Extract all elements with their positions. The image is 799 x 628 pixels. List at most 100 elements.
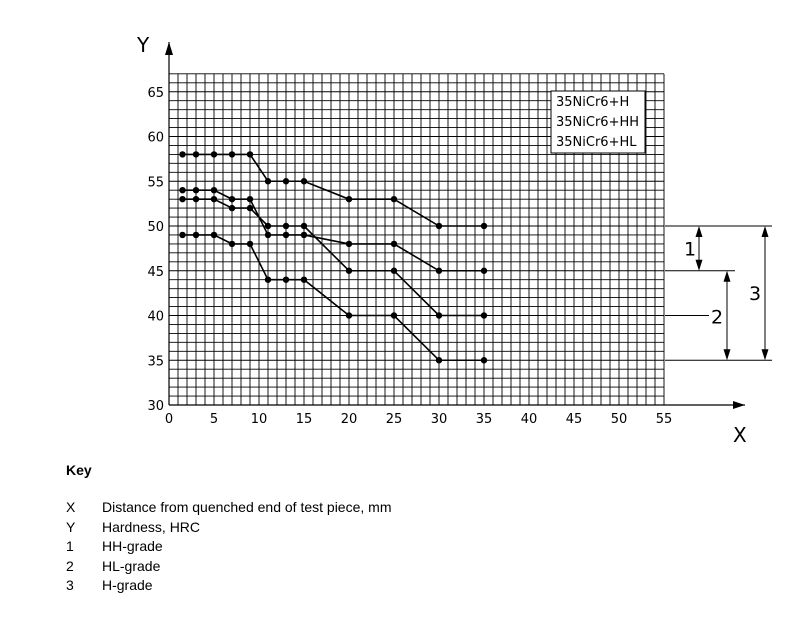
legend-entry-1: 35NiCr6+H: [556, 95, 629, 110]
data-point: [246, 195, 254, 203]
data-point: [210, 231, 218, 239]
key-symbol: X: [66, 499, 76, 515]
data-point: [179, 151, 186, 158]
x-tick-label: 50: [611, 412, 628, 427]
y-tick-label: 45: [147, 265, 164, 280]
band-label-2: 2: [711, 307, 723, 329]
key-symbol: 3: [66, 577, 74, 593]
band-label-3: 3: [749, 283, 761, 305]
y-tick-label: 35: [147, 354, 164, 369]
x-tick-label: 45: [566, 412, 583, 427]
data-point: [345, 195, 353, 203]
data-point: [210, 187, 218, 194]
data-point: [435, 312, 443, 319]
chart-ticks: 0 5 10 15 20 25 30 35 40 45 50 55 30 35 40 45 50 55 60 65: [147, 86, 672, 427]
key-text: Distance from quenched end of test piece…: [102, 499, 392, 515]
data-point: [282, 231, 290, 239]
band-1-arrow-bottom: [695, 259, 703, 271]
band-3-arrow-bottom: [761, 349, 769, 361]
key-symbol: Y: [66, 518, 76, 535]
data-point: [390, 240, 398, 248]
y-axis-arrow: [165, 42, 173, 55]
hardness-chart: 0 5 10 15 20 25 30 35 40 45 50 55 30 35 40 45 50 55 60 65 1…: [136, 33, 772, 447]
data-point: [228, 195, 236, 203]
band-label-1: 1: [684, 238, 696, 260]
key-symbol: 1: [66, 538, 74, 554]
data-point: [264, 178, 272, 185]
key-row-3: 3 H-grade: [66, 576, 666, 596]
data-point: [179, 187, 186, 194]
key-title: Key: [66, 462, 92, 478]
key-text: Hardness, HRC: [102, 518, 201, 535]
data-point: [246, 204, 254, 212]
chart-grid: [168, 73, 665, 406]
data-point: [228, 151, 236, 158]
x-tick-label: 30: [431, 412, 448, 427]
y-tick-label: 65: [147, 86, 164, 101]
band-3-arrow-top: [761, 226, 769, 237]
data-point: [192, 231, 200, 239]
x-tick-label: 35: [476, 412, 493, 427]
data-point: [480, 312, 488, 319]
chart-bands: 1 2 3: [665, 225, 772, 361]
chart-legend: 35NiCr6+H 35NiCr6+HH 35NiCr6+HL: [550, 90, 646, 154]
key-section: Key X Distance from quenched end of test…: [66, 462, 666, 596]
data-point: [435, 267, 443, 274]
data-point: [390, 195, 398, 203]
data-point: [300, 231, 308, 239]
data-point: [179, 231, 186, 239]
key-symbol: 2: [66, 557, 74, 574]
data-point: [282, 222, 290, 230]
x-axis-arrow: [733, 401, 745, 409]
key-text: HL-grade: [102, 557, 161, 574]
x-axis-label: X: [733, 423, 747, 447]
legend-entry-2: 35NiCr6+HH: [556, 115, 639, 130]
data-point: [480, 222, 488, 230]
legend-box: [550, 90, 646, 154]
x-tick-label: 55: [656, 412, 673, 427]
data-point: [210, 195, 218, 203]
data-point: [282, 178, 290, 185]
data-point: [246, 151, 254, 158]
data-point: [264, 222, 272, 230]
data-point: [192, 151, 200, 158]
x-tick-label: 10: [251, 412, 268, 427]
data-point: [390, 267, 398, 274]
data-point: [228, 240, 236, 248]
x-tick-label: 5: [210, 412, 218, 427]
data-point: [435, 357, 443, 364]
data-point: [228, 204, 236, 212]
y-tick-label: 55: [147, 175, 164, 190]
legend-entry-3: 35NiCr6+HL: [556, 135, 637, 150]
x-tick-label: 0: [165, 412, 173, 427]
chart-axes: [165, 42, 745, 409]
y-tick-label: 50: [147, 220, 164, 235]
x-tick-label: 20: [341, 412, 358, 427]
data-point: [345, 267, 353, 274]
key-row-2: 2 HL-grade: [66, 557, 666, 577]
key-row-y: Y Hardness, HRC: [66, 518, 666, 538]
key-row-x: X Distance from quenched end of test pie…: [66, 498, 666, 518]
data-point: [345, 240, 353, 248]
key-row-1: 1 HH-grade: [66, 537, 666, 557]
y-tick-label: 60: [147, 131, 164, 146]
data-point: [300, 222, 308, 230]
data-point: [179, 195, 186, 203]
band-2-arrow-top: [723, 270, 731, 282]
key-text: HH-grade: [102, 538, 163, 554]
chart-series: [179, 151, 488, 364]
data-point: [390, 312, 398, 319]
data-point: [210, 151, 218, 158]
y-tick-label: 30: [147, 399, 164, 414]
data-point: [300, 276, 308, 283]
data-point: [435, 222, 443, 230]
data-point: [480, 267, 488, 274]
x-tick-label: 25: [386, 412, 403, 427]
x-tick-label: 15: [296, 412, 313, 427]
data-point: [264, 231, 272, 239]
data-point: [282, 276, 290, 283]
data-point: [192, 187, 200, 194]
key-text: H-grade: [102, 577, 153, 593]
x-tick-label: 40: [521, 412, 538, 427]
data-point: [345, 312, 353, 319]
